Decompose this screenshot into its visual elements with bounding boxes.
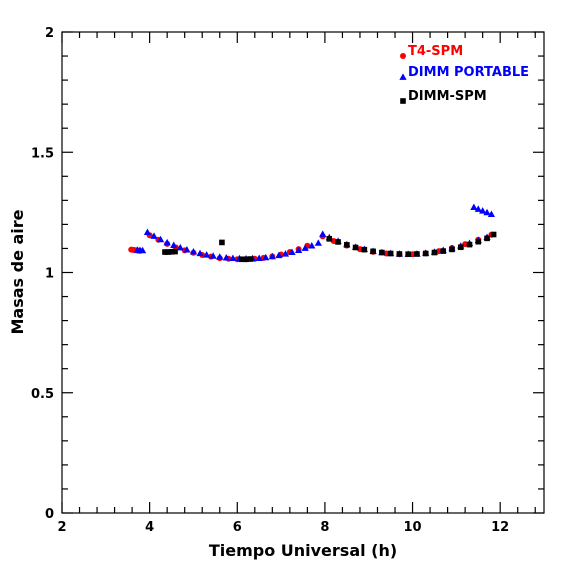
data-point <box>219 239 225 246</box>
data-points <box>128 203 497 263</box>
data-point <box>490 231 497 238</box>
data-point <box>470 203 478 210</box>
y-tick-label: 1 <box>45 267 54 282</box>
data-point <box>308 241 316 249</box>
data-point <box>196 249 204 257</box>
data-point <box>262 253 270 261</box>
data-point <box>431 249 438 256</box>
data-point <box>288 248 296 255</box>
data-point <box>275 251 283 259</box>
data-point <box>243 256 249 263</box>
data-point <box>203 251 211 258</box>
data-point <box>183 246 191 253</box>
legend-marker <box>400 53 406 59</box>
x-tick-label: 12 <box>491 520 509 535</box>
x-tick-label: 2 <box>57 520 66 535</box>
data-point <box>176 243 184 251</box>
y-axis-label: Masas de aire <box>8 209 27 334</box>
data-point <box>474 205 482 212</box>
data-point <box>209 252 217 259</box>
data-point <box>301 244 309 251</box>
data-point <box>165 249 171 255</box>
legend-label: DIMM PORTABLE <box>408 65 529 80</box>
data-point <box>370 248 376 255</box>
data-point <box>440 248 447 254</box>
data-point <box>229 254 237 261</box>
legend: T4-SPM DIMM PORTABLE DIMM-SPM <box>399 44 529 104</box>
data-point <box>356 246 363 253</box>
data-point <box>387 250 394 257</box>
data-point <box>405 251 411 258</box>
data-point <box>484 235 490 242</box>
y-tick-label: 0.5 <box>31 387 54 402</box>
legend-marker <box>400 98 406 104</box>
data-point <box>172 248 178 255</box>
data-point <box>143 228 152 235</box>
data-point <box>170 241 178 248</box>
axis-ticks <box>61 31 544 514</box>
data-point <box>216 253 224 260</box>
data-point <box>483 208 491 216</box>
legend-marker <box>399 73 407 80</box>
data-point <box>162 249 168 255</box>
data-point <box>352 244 359 251</box>
y-tick-label: 2 <box>45 26 54 41</box>
data-point <box>247 256 254 262</box>
x-tick-label: 4 <box>145 520 154 535</box>
data-point <box>314 239 322 246</box>
data-point <box>449 246 455 253</box>
data-point <box>414 251 420 257</box>
data-point <box>295 246 303 254</box>
data-point <box>379 249 385 256</box>
data-point <box>139 246 147 254</box>
data-point <box>222 253 230 261</box>
y-tick-label: 0 <box>45 507 54 522</box>
series-square <box>162 231 497 263</box>
data-point <box>156 235 165 243</box>
data-point <box>150 232 158 239</box>
data-point <box>396 251 403 257</box>
data-point <box>457 244 464 251</box>
data-point <box>163 238 171 246</box>
data-point <box>281 250 290 257</box>
data-point <box>255 254 263 261</box>
data-point <box>475 238 482 245</box>
x-axis-label: Tiempo Universal (h) <box>209 541 397 560</box>
x-tick-label: 6 <box>233 520 242 535</box>
data-point <box>189 247 198 255</box>
data-point <box>319 230 327 237</box>
tick-labels: 2 4 6 8 10 12 0 0.5 1 1.5 2 <box>31 26 509 535</box>
data-point <box>487 210 496 217</box>
data-point <box>422 250 429 257</box>
data-point <box>326 236 333 242</box>
data-point <box>344 242 350 248</box>
data-point <box>479 207 487 214</box>
data-point <box>361 246 368 253</box>
data-point <box>268 252 276 260</box>
data-point <box>168 249 175 255</box>
x-tick-label: 10 <box>403 520 421 535</box>
plot-frame <box>61 31 545 514</box>
legend-label: DIMM-SPM <box>408 89 487 104</box>
x-tick-label: 8 <box>320 520 329 535</box>
legend-label: T4-SPM <box>408 44 463 59</box>
data-point <box>466 241 473 248</box>
data-point <box>335 239 341 245</box>
y-tick-label: 1.5 <box>31 146 54 161</box>
data-point <box>238 256 245 263</box>
